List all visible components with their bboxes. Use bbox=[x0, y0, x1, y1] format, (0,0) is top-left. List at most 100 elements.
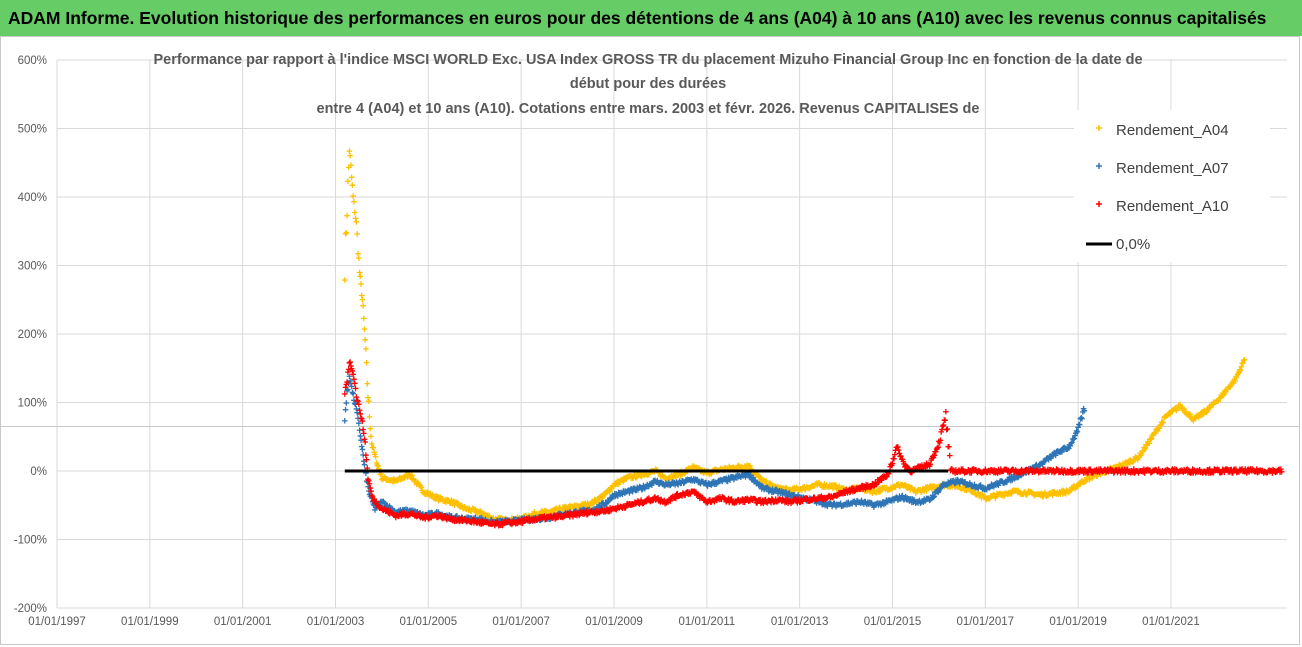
data-point bbox=[344, 379, 350, 385]
data-point bbox=[349, 368, 356, 374]
x-tick-label: 01/01/2015 bbox=[864, 616, 922, 628]
data-point bbox=[352, 385, 359, 392]
data-point bbox=[1071, 435, 1078, 442]
data-point bbox=[1070, 436, 1077, 443]
data-point bbox=[358, 437, 364, 443]
data-point bbox=[370, 444, 377, 451]
data-point bbox=[356, 427, 363, 434]
x-tick-label: 01/01/2013 bbox=[771, 616, 829, 628]
data-point bbox=[349, 389, 356, 396]
data-point bbox=[1076, 421, 1083, 428]
data-point bbox=[1156, 425, 1163, 432]
data-point bbox=[1079, 415, 1085, 422]
chart-title: Performance par rapport à l'indice MSCI … bbox=[153, 52, 1142, 117]
data-point bbox=[358, 281, 364, 287]
data-point bbox=[344, 212, 350, 219]
legend-marker bbox=[1096, 163, 1102, 169]
y-axis-ticks: 600% 500% 400% 300% 200% 100% 0% -100% -200% bbox=[14, 55, 47, 615]
data-point bbox=[1093, 473, 1100, 480]
data-point bbox=[519, 520, 526, 527]
data-point bbox=[348, 363, 354, 369]
data-point bbox=[360, 426, 366, 433]
x-tick-label: 01/01/2007 bbox=[492, 616, 550, 628]
x-tick-label: 01/01/2001 bbox=[214, 616, 272, 628]
data-point bbox=[377, 471, 384, 478]
data-point bbox=[351, 400, 358, 407]
data-point bbox=[1241, 356, 1248, 363]
data-point bbox=[655, 495, 661, 501]
data-point bbox=[932, 449, 939, 455]
data-point bbox=[1278, 466, 1284, 472]
data-point bbox=[361, 461, 368, 468]
data-point bbox=[367, 485, 374, 491]
data-point bbox=[343, 400, 350, 406]
data-point bbox=[891, 451, 898, 458]
data-point bbox=[373, 498, 380, 505]
data-point bbox=[454, 500, 461, 506]
data-point bbox=[942, 417, 948, 424]
data-point bbox=[930, 494, 937, 501]
data-point bbox=[359, 296, 366, 303]
chart-title-line: début pour des durées bbox=[570, 76, 726, 92]
data-point bbox=[347, 378, 353, 384]
legend-label: Rendement_A04 bbox=[1116, 122, 1229, 139]
data-point bbox=[355, 398, 361, 405]
data-point bbox=[1148, 435, 1155, 442]
data-point bbox=[1142, 445, 1149, 451]
y-tick-label: -200% bbox=[14, 603, 47, 615]
data-point bbox=[348, 162, 354, 168]
data-point bbox=[968, 470, 975, 476]
data-point bbox=[782, 489, 789, 495]
data-point bbox=[1068, 487, 1074, 493]
data-point bbox=[1067, 443, 1074, 449]
data-point bbox=[356, 255, 362, 261]
data-point bbox=[358, 443, 365, 450]
legend-marker bbox=[1096, 125, 1102, 131]
data-point bbox=[409, 472, 415, 479]
data-point bbox=[1148, 436, 1154, 443]
data-point bbox=[1238, 364, 1245, 370]
data-point bbox=[368, 433, 374, 440]
data-point bbox=[1024, 492, 1030, 498]
data-point bbox=[868, 484, 874, 490]
data-point bbox=[345, 369, 351, 375]
data-point bbox=[1187, 411, 1194, 418]
data-point bbox=[354, 231, 360, 237]
data-point bbox=[366, 480, 373, 487]
data-point bbox=[358, 292, 365, 299]
data-point bbox=[1069, 439, 1075, 446]
data-point bbox=[374, 462, 381, 468]
data-point bbox=[1073, 428, 1080, 434]
data-point bbox=[350, 371, 356, 378]
data-point bbox=[1146, 440, 1153, 447]
legend-background bbox=[1074, 110, 1270, 262]
data-point bbox=[940, 422, 947, 428]
data-point bbox=[1081, 407, 1088, 414]
data-point bbox=[590, 500, 596, 507]
data-point bbox=[1074, 429, 1081, 435]
y-tick-label: 400% bbox=[18, 192, 47, 204]
data-point bbox=[365, 477, 372, 484]
data-point bbox=[353, 394, 360, 400]
data-point bbox=[1216, 395, 1223, 402]
chart-title-line: entre 4 (A04) et 10 ans (A10). Cotations… bbox=[317, 101, 980, 117]
legend-label: Rendement_A10 bbox=[1116, 198, 1229, 215]
data-point bbox=[343, 230, 350, 236]
data-point bbox=[638, 497, 644, 503]
data-point bbox=[351, 198, 357, 205]
data-point bbox=[833, 482, 839, 489]
data-point bbox=[357, 411, 364, 417]
data-point bbox=[355, 250, 361, 257]
data-point bbox=[363, 346, 369, 352]
chart-title-line: Performance par rapport à l'indice MSCI … bbox=[153, 52, 1142, 68]
data-point bbox=[350, 390, 356, 397]
data-point bbox=[360, 302, 366, 309]
data-point bbox=[356, 269, 363, 276]
data-point bbox=[418, 484, 425, 491]
data-point bbox=[350, 193, 356, 199]
series-Rendement_A10 bbox=[341, 359, 1285, 529]
data-point bbox=[366, 414, 373, 420]
data-point bbox=[1240, 357, 1247, 364]
legend-marker bbox=[1096, 201, 1102, 207]
data-point bbox=[1083, 478, 1089, 485]
